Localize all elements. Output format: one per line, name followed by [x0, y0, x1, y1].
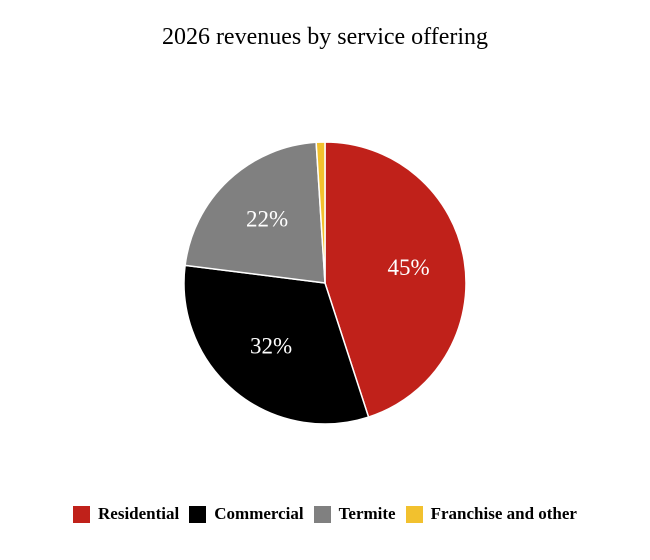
legend-label-residential: Residential — [98, 504, 180, 523]
chart-title: 2026 revenues by service offering — [161, 24, 489, 50]
legend-item-commercial: Commercial — [189, 504, 304, 524]
pie-slice-franchise-and-other — [315, 141, 326, 284]
legend-label-franchise-and-other: Franchise and other — [430, 504, 577, 523]
pie-slice-termite — [184, 141, 326, 284]
slice-label-commercial: 32% — [250, 333, 292, 358]
legend-swatch-commercial — [189, 505, 207, 523]
legend-item-termite: Termite — [313, 504, 396, 524]
slice-label-residential: 45% — [387, 255, 429, 280]
slice-label-termite: 22% — [246, 207, 288, 232]
legend-label-commercial: Commercial — [214, 504, 304, 523]
pie-slices — [183, 141, 467, 425]
legend-item-franchise-and-other: Franchise and other — [405, 504, 577, 524]
pie-labels: 45% 32% 22% — [246, 207, 430, 359]
legend-swatch-residential — [73, 505, 91, 523]
legend-swatch-termite — [313, 505, 331, 523]
legend-item-residential: Residential — [73, 504, 179, 524]
legend-swatch-franchise-and-other — [405, 505, 423, 523]
legend-label-termite: Termite — [338, 504, 396, 523]
pie-slice-residential — [324, 141, 467, 419]
pie-slice-commercial — [183, 264, 370, 425]
legend: Residential Commercial Termite Franchise an… — [0, 504, 650, 524]
